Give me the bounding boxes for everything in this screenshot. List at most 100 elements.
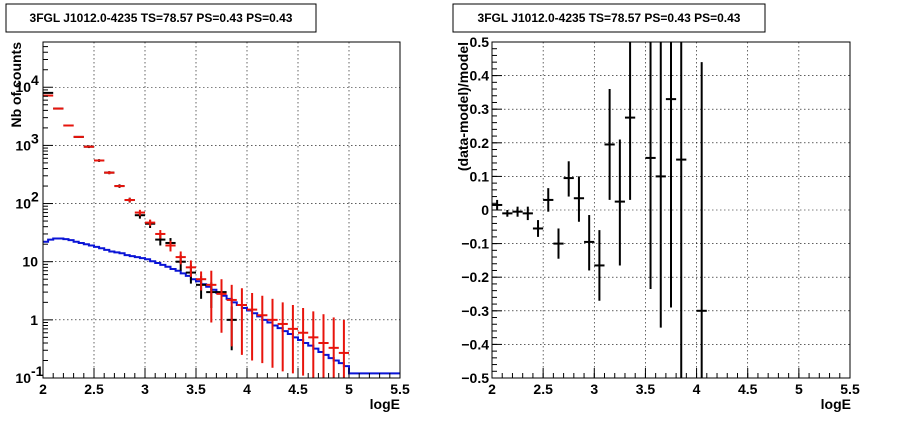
data-point bbox=[522, 206, 533, 221]
data-point bbox=[573, 176, 585, 222]
x-tick-label: 5 bbox=[345, 381, 353, 397]
data-point bbox=[277, 302, 288, 372]
x-tick-label: 3.5 bbox=[186, 381, 206, 397]
x-tick-label: 4.5 bbox=[288, 381, 308, 397]
residual-panel: 3FGL J1012.0-4235 TS=78.57 PS=0.43 PS=0.… bbox=[452, 3, 860, 412]
residual-x-axis-title: logE bbox=[821, 396, 851, 412]
data-point bbox=[298, 307, 309, 376]
x-tick-label: 3.5 bbox=[636, 381, 656, 397]
y-tick-base: 10 bbox=[15, 79, 31, 95]
y-tick-exponent: -1 bbox=[31, 363, 44, 379]
data-point bbox=[124, 197, 135, 203]
data-point bbox=[553, 228, 564, 259]
data-point bbox=[134, 209, 145, 216]
y-tick-base: 10 bbox=[15, 370, 31, 386]
residual-grid bbox=[492, 42, 850, 378]
y-tick-label: 10 bbox=[15, 137, 31, 153]
y-tick-label: −0.1 bbox=[461, 236, 489, 252]
data-point bbox=[165, 240, 176, 252]
data-point bbox=[257, 295, 268, 364]
y-tick-label: 10 bbox=[15, 196, 31, 212]
x-tick-label: 3 bbox=[590, 381, 598, 397]
y-tick-exponent: 3 bbox=[31, 130, 39, 146]
residual-title: 3FGL J1012.0-4235 TS=78.57 PS=0.43 PS=0.… bbox=[478, 11, 741, 25]
residual-title-box bbox=[452, 3, 766, 33]
data-point bbox=[696, 62, 707, 378]
data-point bbox=[104, 171, 115, 175]
data-point bbox=[645, 42, 656, 289]
data-point bbox=[308, 311, 319, 378]
data-point bbox=[155, 230, 166, 239]
data-point bbox=[584, 215, 595, 271]
data-point bbox=[226, 284, 237, 347]
data-point bbox=[114, 184, 125, 188]
series-0 bbox=[43, 91, 237, 351]
x-tick-label: 4 bbox=[693, 381, 701, 397]
x-tick-label: 4.5 bbox=[738, 381, 758, 397]
y-tick-label: 0.3 bbox=[470, 101, 490, 117]
data-point bbox=[543, 188, 554, 212]
data-point bbox=[196, 271, 207, 291]
data-point bbox=[512, 206, 523, 217]
x-tick-label: 2 bbox=[488, 381, 496, 397]
x-tick-label: 2 bbox=[39, 381, 47, 397]
data-point bbox=[236, 288, 247, 355]
data-point bbox=[502, 210, 513, 217]
data-point bbox=[267, 298, 278, 368]
x-tick-label: 2.5 bbox=[533, 381, 553, 397]
data-point bbox=[94, 159, 105, 162]
data-point bbox=[73, 135, 84, 138]
counts-title: 3FGL J1012.0-4235 TS=78.57 PS=0.43 PS=0.… bbox=[30, 11, 293, 25]
residual-axes: 2 2.5 3 3.5 4 4.5 5 5.5 −0.5 −0.4 −0.3 −0.2 −0.1 0 0.1… bbox=[461, 34, 860, 397]
data-point bbox=[83, 145, 94, 148]
series-1 bbox=[43, 94, 349, 378]
data-point bbox=[563, 161, 574, 197]
x-tick-label: 5 bbox=[795, 381, 803, 397]
counts-title-box bbox=[5, 3, 317, 33]
data-point bbox=[624, 42, 636, 200]
x-tick-label: 5.5 bbox=[390, 381, 410, 397]
data-point bbox=[145, 219, 156, 227]
counts-panel: 3FGL J1012.0-4235 TS=78.57 PS=0.43 PS=0.… bbox=[5, 3, 410, 412]
data-point bbox=[338, 319, 349, 378]
series-0 bbox=[492, 42, 707, 378]
counts-data-points bbox=[43, 91, 349, 378]
data-point bbox=[318, 314, 329, 378]
y-tick-label: 1 bbox=[30, 312, 38, 328]
data-point bbox=[185, 260, 196, 277]
y-tick-label: 10 bbox=[22, 254, 38, 270]
counts-grid bbox=[43, 42, 400, 378]
data-point bbox=[594, 230, 605, 301]
y-tick-base: 10 bbox=[15, 196, 31, 212]
residual-y-axis-title: (data-model)/model bbox=[455, 42, 471, 171]
y-tick-label: 0.5 bbox=[470, 34, 490, 50]
x-tick-label: 5.5 bbox=[840, 381, 860, 397]
y-tick-label: 0 bbox=[481, 202, 489, 218]
y-tick-label: 0.2 bbox=[470, 135, 490, 151]
data-point bbox=[216, 279, 227, 333]
y-tick-label: −0.3 bbox=[461, 303, 489, 319]
y-tick-label: 0.4 bbox=[470, 68, 490, 84]
data-point bbox=[655, 42, 666, 328]
counts-plot-frame bbox=[42, 41, 401, 379]
y-tick-label: 10 bbox=[15, 79, 31, 95]
data-point bbox=[175, 251, 186, 265]
y-tick-label: −0.4 bbox=[461, 336, 489, 352]
data-point bbox=[328, 317, 339, 378]
counts-x-axis-title: logE bbox=[370, 396, 400, 412]
data-point bbox=[287, 305, 298, 374]
x-tick-label: 4 bbox=[243, 381, 251, 397]
y-tick-label: 10 bbox=[15, 370, 31, 386]
data-point bbox=[247, 292, 258, 361]
data-point bbox=[492, 199, 503, 210]
data-point bbox=[614, 139, 625, 266]
y-tick-label: 0.1 bbox=[470, 168, 490, 184]
data-point bbox=[665, 42, 677, 308]
y-tick-base: 10 bbox=[15, 137, 31, 153]
y-tick-exponent: 2 bbox=[31, 189, 39, 205]
y-tick-exponent: 4 bbox=[31, 72, 39, 88]
counts-y-axis-title: Nb of counts bbox=[8, 42, 24, 128]
y-tick-label: −0.5 bbox=[461, 370, 489, 386]
